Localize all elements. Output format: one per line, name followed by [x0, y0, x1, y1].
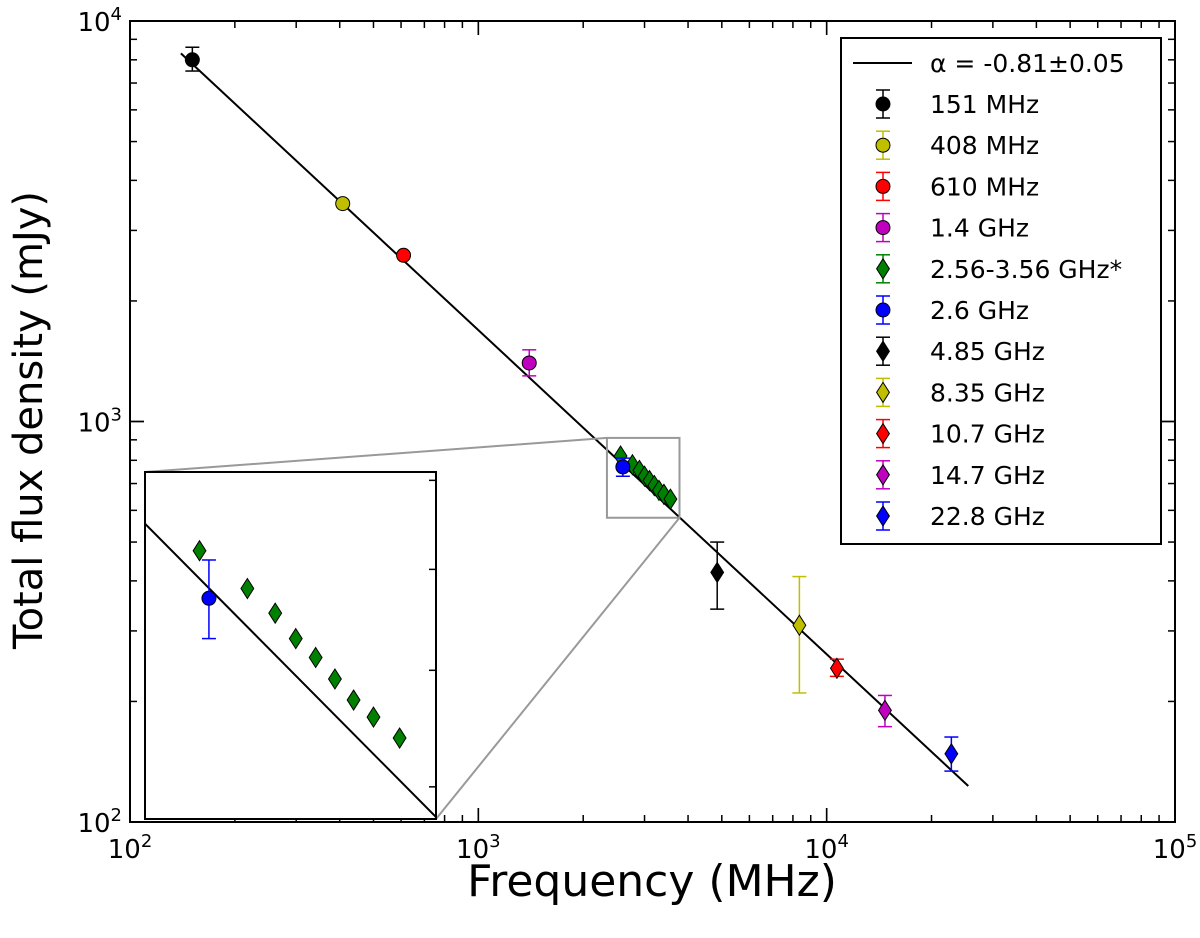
legend-label: 610 MHz	[930, 172, 1039, 201]
legend-marker	[876, 381, 890, 404]
legend-frame	[840, 37, 1162, 545]
data-point	[663, 488, 678, 511]
axis-ticks	[129, 20, 1176, 823]
zoom-rectangle	[605, 436, 681, 519]
legend-label: 2.6 GHz	[930, 296, 1029, 325]
legend-fit-label: α = -0.81±0.05	[930, 49, 1125, 78]
inset-data-point	[201, 590, 217, 606]
legend-label: 1.4 GHz	[930, 214, 1029, 243]
data-point	[710, 561, 725, 584]
y-axis-label: Total flux density (mJy)	[6, 191, 52, 650]
data-point	[396, 247, 412, 263]
inset-data-point	[240, 577, 255, 600]
legend-marker	[876, 422, 890, 445]
legend-label: 408 MHz	[930, 131, 1039, 160]
legend-label: 10.7 GHz	[930, 420, 1045, 449]
tick-labels: 102 103 104 105 102 103 104	[77, 4, 1197, 865]
inset-data-point	[288, 627, 303, 650]
y-tick-label: 104	[77, 4, 122, 38]
legend-marker	[876, 505, 890, 527]
zoom-connector	[435, 517, 681, 820]
y-tick-label: 103	[77, 405, 122, 439]
legend-label: 151 MHz	[930, 90, 1039, 119]
inset-fit-line	[145, 523, 436, 818]
legend-marker	[875, 302, 891, 318]
inset-plot	[144, 471, 437, 820]
data-point	[877, 699, 892, 722]
legend-marker	[876, 340, 890, 363]
x-axis-label: Frequency (MHz)	[467, 856, 837, 907]
legend-marker	[875, 220, 891, 236]
legend-marker	[875, 137, 891, 153]
data-point	[792, 614, 807, 637]
x-tick-label: 104	[804, 831, 849, 865]
inset-data-point	[327, 668, 342, 690]
data-point	[829, 657, 844, 680]
inset-data-point	[346, 689, 361, 711]
inset-data-point	[366, 706, 381, 729]
inset-data-point	[308, 646, 323, 669]
inset-frame	[144, 471, 437, 820]
legend: α = -0.81±0.05 151 MHz 408 MHz 610 MHz 1.4 G…	[840, 37, 1162, 545]
legend-marker	[875, 96, 891, 112]
inset-content	[145, 523, 436, 818]
inset-data-point	[192, 539, 207, 562]
y-tick-label: 102	[77, 805, 122, 839]
x-tick-label: 105	[1153, 831, 1198, 865]
legend-marker	[876, 257, 890, 280]
data-point	[335, 196, 351, 212]
data-point	[944, 742, 959, 765]
legend-label: 14.7 GHz	[930, 461, 1045, 490]
data-point	[615, 459, 631, 475]
inset-data-point	[392, 727, 407, 749]
legend-marker	[875, 178, 891, 194]
legend-label: 2.56-3.56 GHz*	[930, 255, 1122, 284]
zoom-indicator	[144, 436, 681, 820]
x-tick-label: 103	[456, 831, 501, 865]
data-point	[184, 52, 200, 68]
data-points	[184, 46, 959, 772]
legend-label: 22.8 GHz	[930, 502, 1045, 531]
legend-marker	[876, 463, 890, 486]
zoom-connector	[144, 436, 608, 473]
inset-data-point	[268, 602, 283, 625]
x-tick-label: 102	[108, 831, 153, 865]
data-point	[521, 355, 537, 371]
legend-label: 8.35 GHz	[930, 378, 1045, 407]
legend-label: 4.85 GHz	[930, 337, 1045, 366]
